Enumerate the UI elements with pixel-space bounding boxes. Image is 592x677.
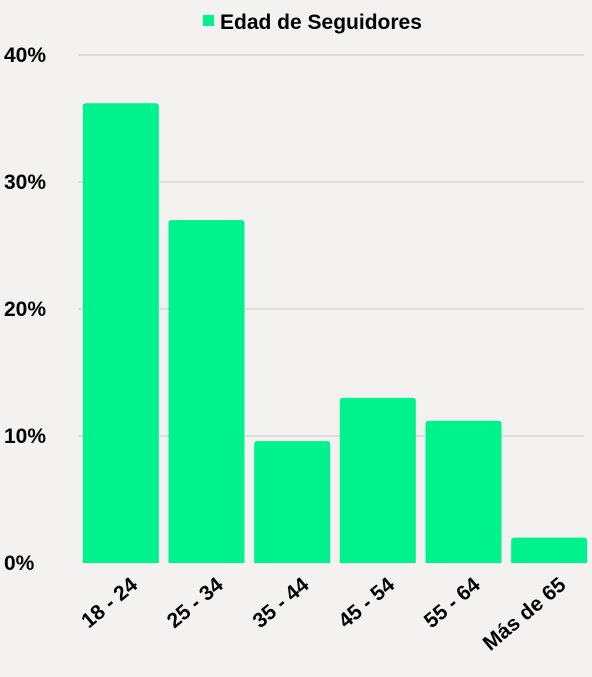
- y-tick-label: 0%: [4, 552, 35, 575]
- y-axis-ticks: 0% 10% 20% 30% 40%: [4, 44, 46, 575]
- y-tick-label: 40%: [4, 44, 46, 67]
- y-tick-label: 20%: [4, 298, 46, 321]
- bar: [339, 397, 416, 563]
- bars: [82, 103, 588, 563]
- y-tick-label: 30%: [4, 171, 46, 194]
- x-tick-label: 55 - 64: [420, 573, 485, 633]
- y-tick-label: 10%: [4, 425, 46, 448]
- bar: [511, 537, 588, 563]
- x-tick-label: 18 - 24: [77, 573, 142, 633]
- bar: [168, 220, 245, 563]
- legend: Edad de Seguidores: [203, 11, 422, 34]
- x-tick-label: 35 - 44: [249, 573, 314, 633]
- bar: [425, 420, 502, 563]
- x-tick-label: Más de 65: [479, 573, 571, 655]
- legend-swatch: [203, 15, 214, 26]
- x-tick-label: 45 - 54: [334, 573, 399, 633]
- x-tick-label: 25 - 34: [163, 573, 228, 633]
- bar: [82, 103, 159, 563]
- bar: [254, 441, 331, 563]
- legend-label: Edad de Seguidores: [220, 11, 422, 34]
